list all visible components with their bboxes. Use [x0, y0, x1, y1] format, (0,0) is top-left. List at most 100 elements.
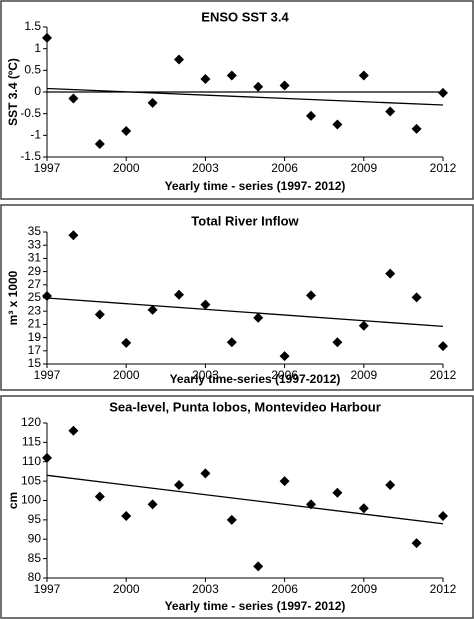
x-tick-label: 2000 [113, 582, 140, 596]
trend-line [46, 474, 444, 525]
y-tick-label: 1 [34, 41, 41, 55]
data-point [200, 74, 211, 84]
chart-title: ENSO SST 3.4 [201, 9, 289, 24]
data-point [174, 54, 184, 65]
data-point [332, 119, 343, 130]
x-tick-label: 2003 [192, 582, 219, 596]
data-point [385, 106, 396, 117]
data-point [411, 123, 422, 134]
data-point [438, 341, 448, 352]
y-tick-label: 17 [28, 343, 42, 357]
data-point [147, 97, 158, 108]
data-point [94, 309, 105, 320]
data-point [253, 81, 264, 92]
x-tick-label: 2006 [271, 161, 298, 175]
y-tick-label: 100 [21, 493, 41, 507]
data-point [306, 290, 316, 301]
data-point [147, 304, 158, 315]
x-tick-label: 2003 [192, 368, 219, 382]
data-point [332, 487, 343, 498]
x-tick-label: 1997 [34, 582, 61, 596]
panel-frame [0, 204, 474, 391]
data-point [279, 351, 290, 362]
chart-title: Total River Inflow [191, 213, 299, 228]
y-tick-label: 115 [22, 435, 41, 449]
x-tick-label: 2000 [113, 161, 140, 175]
data-point [94, 139, 105, 149]
data-point [438, 87, 448, 98]
data-point [42, 291, 52, 302]
x-tick-label: 2012 [430, 368, 457, 382]
y-tick-label: 1.5 [24, 19, 41, 33]
data-point [306, 110, 316, 121]
chart-title: Sea-level, Punta lobos, Montevideo Harbo… [109, 399, 381, 414]
panel-frame [0, 395, 474, 619]
x-tick-label: 2009 [350, 582, 377, 596]
y-tick-label: 0 [34, 84, 41, 98]
x-tick-label: 2000 [113, 368, 140, 382]
y-tick-label: 21 [28, 317, 42, 331]
y-tick-label: 29 [28, 264, 42, 278]
y-tick-label: 23 [28, 303, 42, 317]
y-tick-label: 33 [28, 237, 42, 251]
y-tick-label: 25 [28, 290, 42, 304]
data-point [358, 503, 369, 514]
data-point [385, 268, 396, 279]
data-point [200, 299, 211, 310]
data-point [68, 230, 79, 241]
data-point [121, 337, 132, 348]
y-tick-label: 105 [21, 473, 41, 487]
y-axis-label: m³ x 1000 [6, 270, 20, 325]
trend-line [46, 297, 444, 328]
data-point [121, 511, 132, 521]
x-tick-label: 2006 [271, 368, 298, 382]
x-tick-label: 2009 [350, 161, 377, 175]
x-tick-label: 1997 [34, 368, 61, 382]
x-tick-label: 2003 [192, 161, 219, 175]
data-point [174, 480, 184, 490]
y-tick-label: 19 [28, 330, 42, 344]
x-axis-label: Yearly time - series (1997- 2012) [165, 599, 346, 613]
data-point [121, 126, 132, 136]
y-tick-label: 90 [28, 531, 42, 545]
y-tick-label: 15 [28, 356, 42, 370]
data-point [438, 511, 448, 521]
y-tick-label: -1 [30, 128, 41, 142]
y-axis-label: SST 3.4 (ºC) [6, 58, 20, 126]
x-tick-label: 2012 [430, 161, 457, 175]
data-point [68, 425, 79, 436]
y-tick-label: 95 [28, 512, 42, 526]
y-tick-label: 120 [21, 415, 41, 429]
data-point [174, 289, 184, 300]
x-tick-label: 2012 [430, 582, 457, 596]
y-tick-label: 35 [28, 224, 42, 238]
data-point [42, 32, 52, 43]
y-tick-label: 110 [22, 454, 41, 468]
data-point [411, 292, 422, 303]
x-tick-label: 2009 [350, 368, 377, 382]
data-point [253, 312, 264, 323]
data-point [226, 70, 237, 81]
y-tick-label: 27 [28, 277, 42, 291]
y-tick-label: 80 [28, 570, 42, 584]
y-tick-label: 85 [28, 551, 42, 565]
data-point [200, 468, 211, 479]
y-tick-label: 0.5 [24, 63, 41, 77]
data-point [226, 514, 237, 525]
data-point [94, 491, 105, 502]
panel-frame [0, 0, 474, 200]
y-tick-label: -1.5 [20, 149, 41, 163]
data-point [385, 480, 396, 490]
y-tick-label: 31 [28, 251, 42, 265]
data-point [358, 320, 369, 331]
x-axis-label: Yearly time-series (1997-2012) [170, 372, 341, 386]
data-point [226, 337, 237, 348]
x-tick-label: 2006 [271, 582, 298, 596]
data-point [332, 337, 343, 348]
data-point [358, 70, 369, 81]
data-point [253, 561, 264, 572]
data-point [279, 80, 290, 91]
data-point [306, 499, 316, 510]
data-point [279, 476, 290, 487]
